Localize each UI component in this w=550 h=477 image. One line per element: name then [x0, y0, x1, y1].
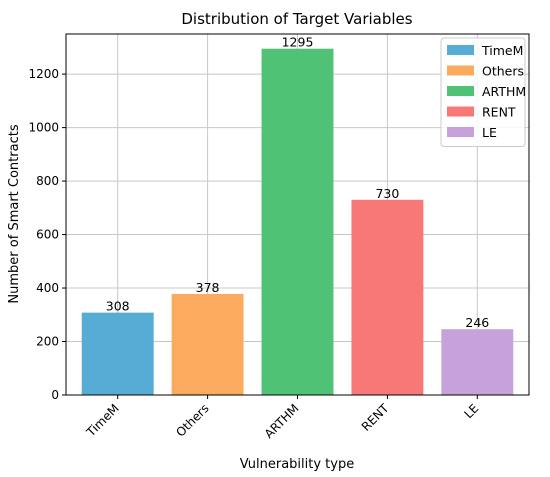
bar-Others: [171, 293, 244, 395]
y-tick-label: 400: [36, 281, 59, 295]
y-axis-ticks: 0 200 400 600 800 1000 1200: [28, 67, 66, 402]
y-tick-label: 800: [36, 174, 59, 188]
x-tick-label: RENT: [359, 401, 392, 434]
legend-box: [440, 37, 526, 147]
x-tick-label: LE: [461, 401, 481, 421]
legend-label-TimeM: TimeM: [481, 43, 523, 58]
legend-swatch-RENT: [447, 106, 474, 117]
y-tick-label: 0: [51, 388, 59, 402]
data-labels: 308 378 1295 730 246: [106, 35, 490, 331]
x-tick-label: ARTHM: [262, 401, 302, 441]
data-label-LE: 246: [465, 315, 489, 330]
bar-TimeM: [81, 312, 154, 395]
x-tick-label: Others: [173, 401, 211, 439]
data-label-Others: 378: [196, 280, 220, 295]
data-label-ARTHM: 1295: [282, 35, 314, 50]
x-tick-label: TimeM: [83, 401, 122, 440]
bars: [81, 48, 514, 396]
x-axis-label: Vulnerability type: [240, 457, 354, 472]
legend-swatch-TimeM: [447, 45, 474, 55]
legend: TimeM Others ARTHM RENT LE: [440, 37, 526, 147]
legend-label-ARTHM: ARTHM: [482, 84, 526, 99]
legend-label-RENT: RENT: [482, 105, 516, 120]
bar-RENT: [351, 199, 424, 395]
legend-swatch-LE: [447, 127, 474, 137]
chart-title: Distribution of Target Variables: [181, 10, 412, 28]
y-tick-label: 600: [36, 228, 59, 242]
bar-LE: [441, 329, 514, 395]
bar-ARTHM: [261, 48, 334, 396]
legend-swatch-Others: [447, 65, 474, 76]
y-axis-label: Number of Smart Contracts: [7, 124, 22, 303]
data-label-TimeM: 308: [106, 299, 130, 314]
y-tick-label: 1000: [28, 121, 59, 135]
legend-swatch-ARTHM: [447, 86, 474, 96]
data-label-RENT: 730: [375, 186, 399, 201]
y-tick-label: 200: [36, 335, 59, 349]
legend-label-LE: LE: [482, 125, 497, 140]
y-tick-label: 1200: [28, 67, 59, 81]
legend-label-Others: Others: [482, 64, 524, 79]
x-axis-ticks: TimeM Others ARTHM RENT LE: [83, 395, 481, 441]
